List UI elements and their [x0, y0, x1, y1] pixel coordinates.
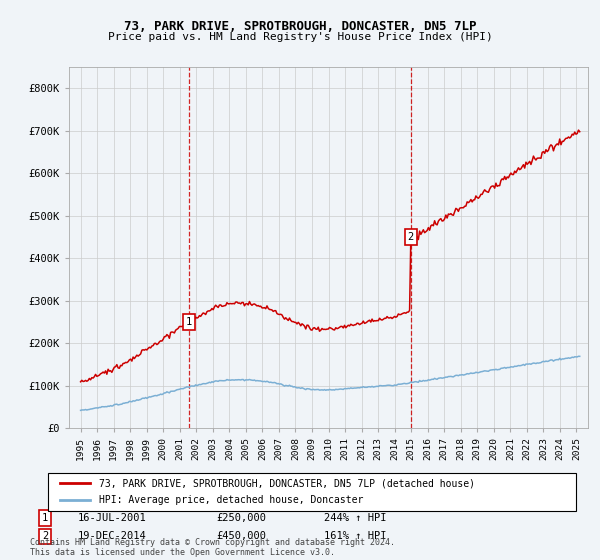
Text: 1: 1: [42, 513, 48, 523]
Text: Price paid vs. HM Land Registry's House Price Index (HPI): Price paid vs. HM Land Registry's House …: [107, 32, 493, 43]
Text: 2: 2: [407, 232, 414, 242]
Text: 16-JUL-2001: 16-JUL-2001: [78, 513, 147, 523]
Text: 73, PARK DRIVE, SPROTBROUGH, DONCASTER, DN5 7LP: 73, PARK DRIVE, SPROTBROUGH, DONCASTER, …: [124, 20, 476, 32]
Text: 161% ↑ HPI: 161% ↑ HPI: [324, 531, 386, 542]
Text: 73, PARK DRIVE, SPROTBROUGH, DONCASTER, DN5 7LP (detached house): 73, PARK DRIVE, SPROTBROUGH, DONCASTER, …: [99, 478, 475, 488]
Text: £450,000: £450,000: [216, 531, 266, 542]
Text: HPI: Average price, detached house, Doncaster: HPI: Average price, detached house, Donc…: [99, 495, 364, 505]
Text: 2: 2: [42, 531, 48, 542]
Text: Contains HM Land Registry data © Crown copyright and database right 2024.
This d: Contains HM Land Registry data © Crown c…: [30, 538, 395, 557]
Text: 1: 1: [185, 317, 192, 327]
Text: £250,000: £250,000: [216, 513, 266, 523]
Text: 244% ↑ HPI: 244% ↑ HPI: [324, 513, 386, 523]
Text: 19-DEC-2014: 19-DEC-2014: [78, 531, 147, 542]
